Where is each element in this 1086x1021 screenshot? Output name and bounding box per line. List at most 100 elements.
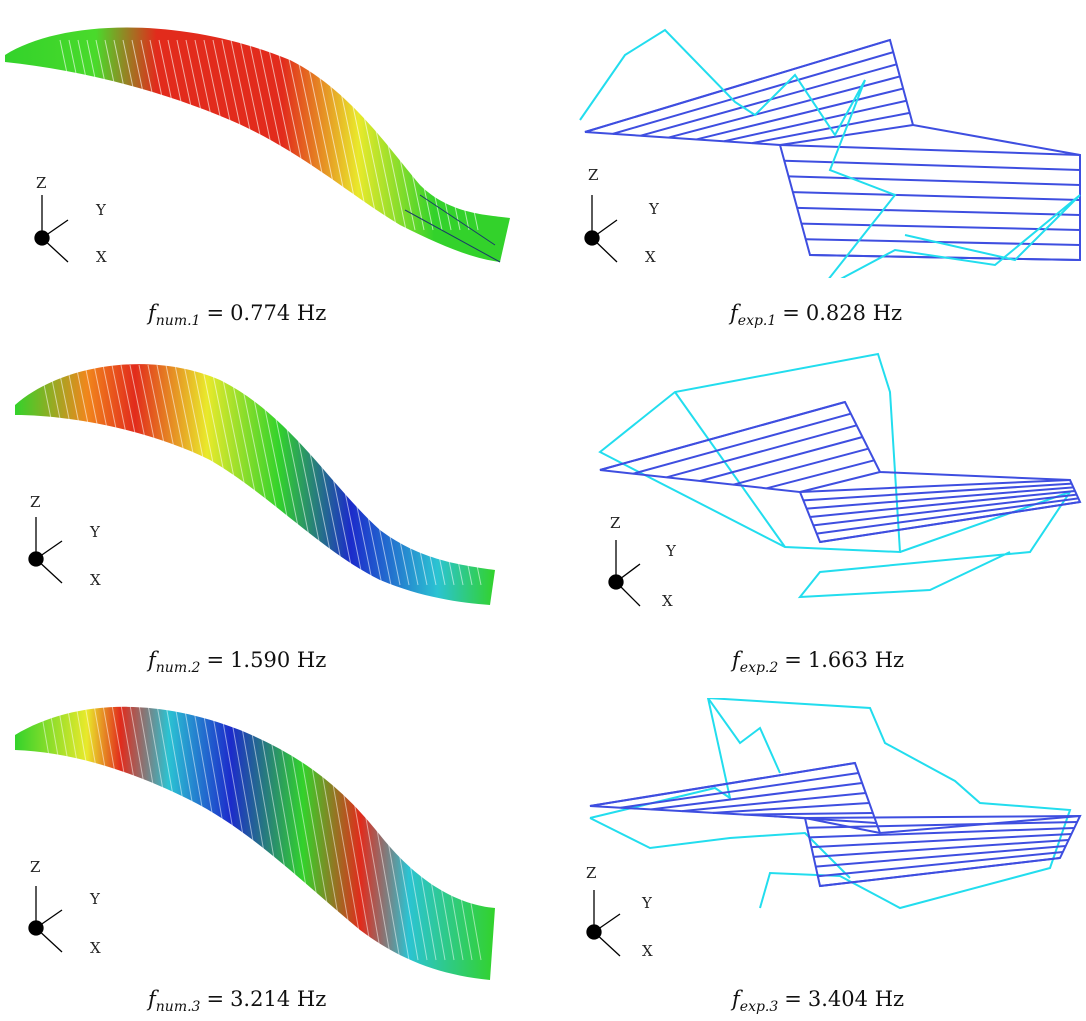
exp-mesh-rung	[633, 412, 852, 475]
exp-mesh-rung	[766, 459, 875, 490]
fe-member-line	[437, 39, 479, 231]
frequency-value: 3.404	[807, 987, 869, 1011]
fe-member-line	[102, 704, 149, 961]
fe-member-line	[345, 364, 392, 586]
exp-undeformed-mesh	[599, 400, 1082, 544]
exp-mesh-rung	[813, 493, 1077, 527]
fe-member-line	[129, 704, 176, 961]
exp-mesh-rung	[584, 39, 891, 133]
exp-mesh-rung	[599, 401, 846, 471]
fe-member-line	[257, 39, 299, 231]
fe-member-line	[86, 39, 128, 231]
exp-mesh-rung	[589, 762, 856, 807]
caption-exp-3: fexp.3 = 3.404 Hz	[732, 987, 905, 1016]
fe-member-line	[309, 704, 356, 961]
fe-member-line	[122, 39, 164, 231]
fe-member-line	[309, 364, 356, 586]
fe-member-line	[435, 364, 482, 586]
caption-num-3: fnum.3 = 3.214 Hz	[148, 987, 327, 1016]
exp-mesh-rung	[612, 51, 894, 135]
unit: Hz	[874, 987, 905, 1011]
fe-member-line	[111, 364, 158, 586]
fe-member-line	[417, 704, 464, 961]
fe-member-line	[390, 364, 437, 586]
axis-triad	[584, 195, 618, 263]
axis-triad	[608, 540, 641, 607]
fe-member-line	[138, 704, 185, 961]
fe-member-line	[318, 364, 365, 586]
fe-member-line	[293, 39, 335, 231]
axis-label-z: Z	[30, 493, 40, 511]
fe-member-line	[167, 39, 209, 231]
fe-member-line	[275, 39, 317, 231]
fe-member-line	[255, 364, 302, 586]
fe-member-line	[426, 364, 473, 586]
unit: Hz	[296, 301, 327, 325]
exp-mesh-rung	[779, 124, 914, 146]
fe-member-line	[239, 39, 281, 231]
fe-member-line	[401, 39, 443, 231]
fe-member-line	[273, 704, 320, 961]
exp-mesh-rung	[699, 436, 863, 482]
exp-mesh-rung	[804, 815, 1081, 819]
exp-mesh-rung	[792, 191, 1081, 201]
axis-label-z: Z	[36, 174, 46, 192]
fe-member-line	[210, 704, 257, 961]
fe-member-line	[228, 704, 275, 961]
exp-mesh-rung	[797, 206, 1081, 216]
fe-member-line	[419, 39, 461, 231]
exp-deformed-mesh	[589, 698, 1072, 910]
exp-mesh-rung	[815, 845, 1066, 868]
fe-member-line	[291, 364, 338, 586]
fe-member-line	[39, 704, 86, 961]
fe-member-line	[237, 364, 284, 586]
fe-member-line	[320, 39, 362, 231]
fe-member-line	[113, 39, 155, 231]
exp-mesh-rung	[682, 792, 866, 813]
fe-mode-3-plot: Z Y X	[0, 690, 520, 980]
fe-member-line	[356, 39, 398, 231]
fe-member-line	[219, 704, 266, 961]
fe-member-line	[246, 364, 293, 586]
fe-member-line	[399, 704, 446, 961]
fe-member-line	[282, 364, 329, 586]
exp-mesh-rung	[712, 802, 870, 814]
fe-bridge-shape	[15, 706, 495, 980]
fe-member-line	[372, 364, 419, 586]
fe-member-line	[174, 364, 221, 586]
fe-member-line	[147, 704, 194, 961]
fe-member-line	[68, 39, 110, 231]
fe-member-line	[417, 364, 464, 586]
axis-triad	[586, 890, 621, 957]
fe-member-line	[192, 364, 239, 586]
fe-member-line	[383, 39, 425, 231]
fe-mode-3-svg: Z Y X	[15, 704, 495, 980]
exp-mesh-rung	[620, 772, 859, 809]
caption-exp-1: fexp.1 = 0.828 Hz	[730, 301, 903, 330]
fe-member-line	[201, 364, 248, 586]
fe-member-line	[230, 39, 272, 231]
fe-member-line	[84, 704, 131, 961]
frequency-value: 0.774	[230, 301, 291, 325]
fe-member-line	[266, 39, 308, 231]
exp-undeformed-mesh	[584, 38, 1081, 262]
exp-mesh-rung	[803, 482, 1072, 502]
fe-member-line	[318, 704, 365, 961]
caption-exp-2: fexp.2 = 1.663 Hz	[732, 648, 905, 677]
unit: Hz	[296, 987, 327, 1011]
fe-member-line	[174, 704, 221, 961]
axis-label-y: Y	[89, 890, 101, 908]
fe-member-line	[129, 364, 176, 586]
axis-label-z: Z	[588, 166, 598, 184]
exp-mesh-rung	[799, 471, 881, 493]
fe-member-line	[327, 704, 374, 961]
fe-member-line	[390, 704, 437, 961]
fe-member-line	[273, 364, 320, 586]
axis-label-z: Z	[30, 858, 40, 876]
fe-member-line	[363, 704, 410, 961]
fe-member-line	[237, 704, 284, 961]
fe-member-line	[93, 704, 140, 961]
fe-member-line	[48, 704, 95, 961]
fe-member-line	[338, 39, 380, 231]
fe-member-line	[176, 39, 218, 231]
